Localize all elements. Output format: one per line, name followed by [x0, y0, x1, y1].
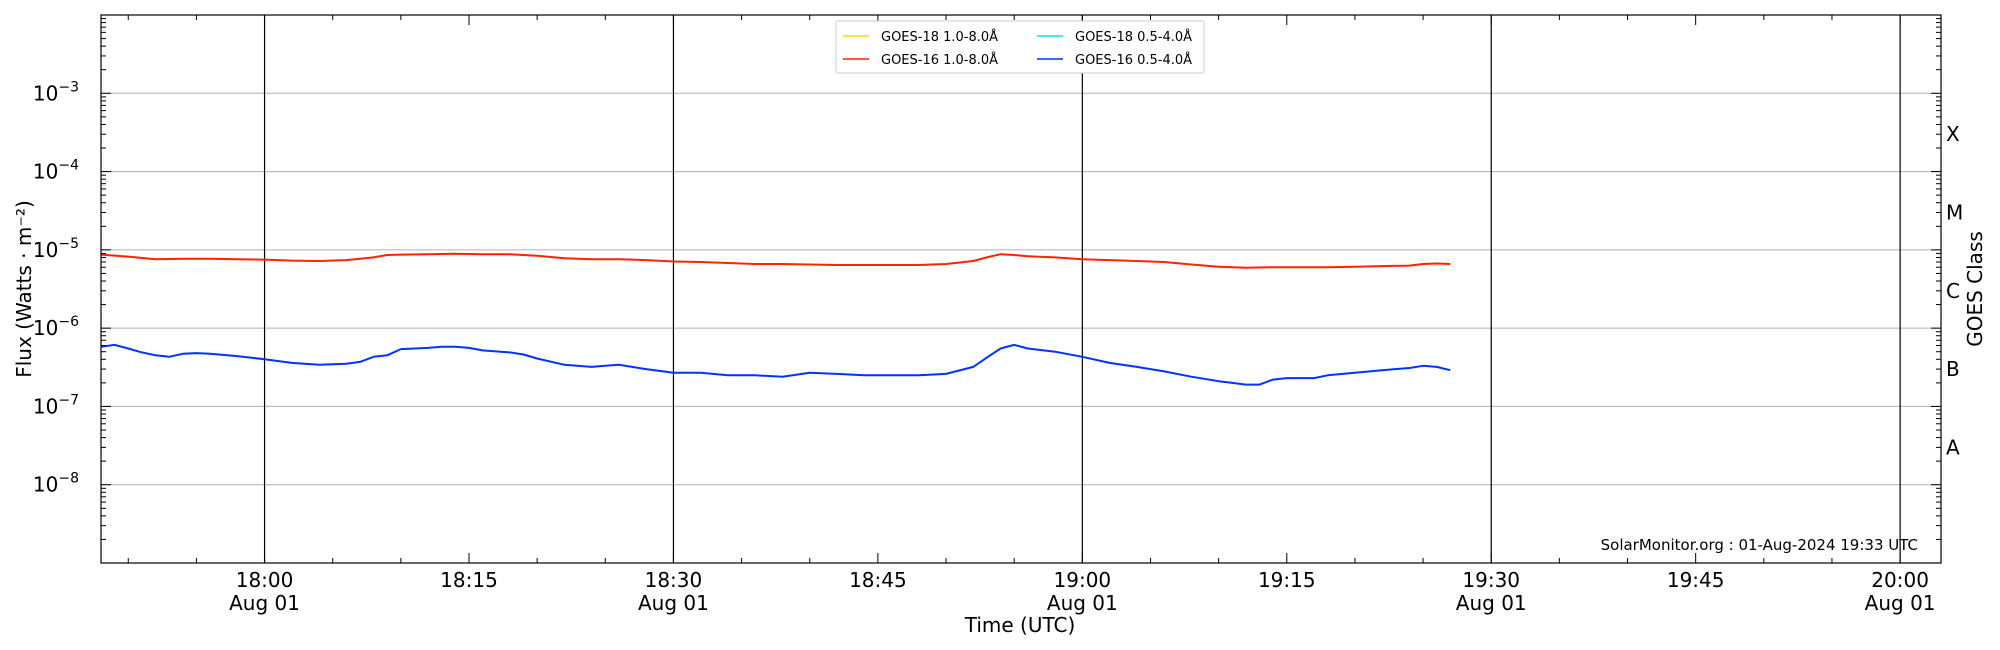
plot-series [100, 252, 1451, 386]
x-tick-label: 20:00 [1871, 568, 1929, 592]
x-tick-label: 19:30 [1462, 568, 1520, 592]
legend-label: GOES-16 0.5-4.0Å [1075, 52, 1192, 68]
x-tick-date-label: Aug 01 [229, 591, 300, 615]
y-tick-labels: 10−3 10−4 10−5 10−6 10−7 10−8 [33, 79, 79, 496]
legend-box [835, 20, 1205, 74]
x-axis-title: Time (UTC) [964, 613, 1076, 637]
x-tick-label: 19:45 [1667, 568, 1725, 592]
x-tick-date-label: Aug 01 [1047, 591, 1118, 615]
goes-class-label: A [1946, 435, 1960, 459]
legend-label: GOES-18 0.5-4.0Å [1075, 29, 1192, 45]
credit-text: SolarMonitor.org : 01-Aug-2024 19:33 UTC [1601, 536, 1918, 554]
goes-class-label: X [1946, 122, 1960, 146]
right-axis-title: GOES Class [1963, 231, 1987, 347]
y-tick-label: 10−6 [33, 314, 79, 340]
day-separator-lines [263, 15, 1901, 563]
legend-label: GOES-16 1.0-8.0Å [881, 52, 998, 68]
x-tick-date-label: Aug 01 [1865, 591, 1936, 615]
y-axis-title: Flux (Watts · m⁻²) [12, 200, 36, 378]
y-tick-label: 10−8 [33, 471, 79, 497]
series-line [100, 252, 1451, 269]
y-tick-label: 10−4 [33, 158, 79, 184]
goes-class-labels: X M C B A [1946, 122, 1963, 459]
x-tick-label: 19:00 [1054, 568, 1112, 592]
y-tick-label: 10−5 [33, 236, 79, 262]
legend-label: GOES-18 1.0-8.0Å [881, 29, 998, 45]
y-tick-label: 10−3 [33, 79, 79, 105]
axis-ticks [101, 15, 1941, 564]
series-line [100, 343, 1451, 386]
plot-frame [100, 14, 1942, 564]
y-tick-label: 10−7 [33, 392, 79, 418]
grid-lines [101, 92, 1941, 486]
goes-class-label: M [1946, 201, 1963, 225]
goes-class-label: B [1946, 357, 1960, 381]
goes-class-label: C [1946, 279, 1960, 303]
x-tick-label: 18:15 [440, 568, 498, 592]
legend: GOES-18 1.0-8.0Å GOES-16 1.0-8.0Å GOES-18 … [835, 20, 1205, 74]
x-tick-date-label: Aug 01 [1456, 591, 1527, 615]
x-tick-label: 18:00 [236, 568, 294, 592]
x-tick-label: 18:30 [645, 568, 703, 592]
x-tick-label: 18:45 [849, 568, 907, 592]
x-tick-label: 19:15 [1258, 568, 1316, 592]
x-tick-date-label: Aug 01 [638, 591, 709, 615]
